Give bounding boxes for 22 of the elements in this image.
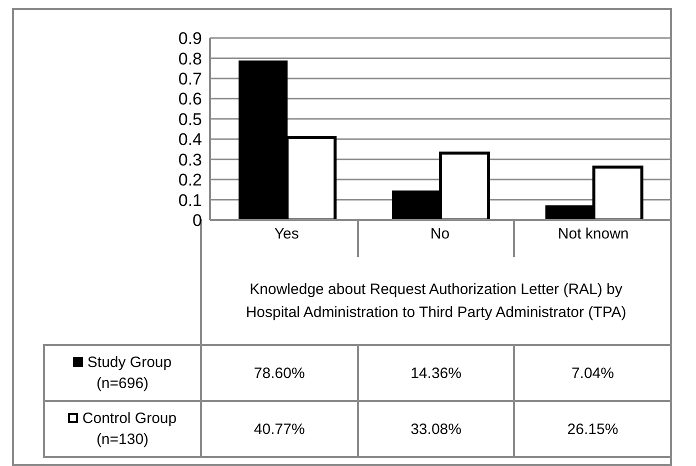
data-label: 26.15% xyxy=(514,401,672,457)
x-tick-label: Not known xyxy=(558,226,629,243)
y-tick-label: 0.8 xyxy=(178,49,202,68)
x-axis-title: Knowledge about Request Authorization Letter (RAL) by Hospital Administration to Third Party Administrator (TPA) xyxy=(201,257,672,345)
y-tick-label: 0.7 xyxy=(178,69,202,88)
data-label: 7.04% xyxy=(514,345,672,401)
y-tick-label: 0.5 xyxy=(178,110,202,129)
y-tick-label: 0.1 xyxy=(178,190,202,210)
y-tick-label: 0.4 xyxy=(178,130,202,150)
y-tick-label: 0.2 xyxy=(178,170,202,190)
x-tick-label: Yes xyxy=(274,226,299,243)
legend-label: Study Group (n=696) xyxy=(86,354,172,392)
data-label: 78.60% xyxy=(201,345,358,401)
x-tick-label: No xyxy=(430,226,450,243)
data-label: 40.77% xyxy=(201,401,358,457)
y-tick-label: 0 xyxy=(192,211,202,230)
y-tick-label: 0.6 xyxy=(178,90,202,109)
legend-label: Control Group (n=130) xyxy=(81,410,177,448)
data-label: 14.36% xyxy=(358,345,514,401)
y-tick-label: 0.3 xyxy=(178,150,202,170)
y-tick-label: 0.9 xyxy=(178,29,202,48)
data-label: 33.08% xyxy=(358,401,514,457)
